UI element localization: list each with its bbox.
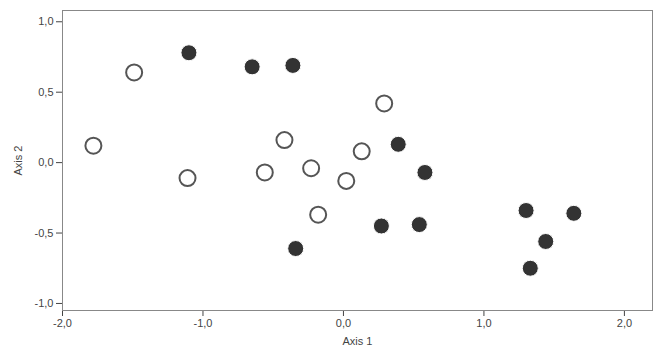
svg-text:Axis 2: Axis 2 (12, 146, 24, 176)
svg-text:Axis 1: Axis 1 (343, 335, 373, 347)
svg-text:0,0: 0,0 (38, 156, 53, 168)
svg-text:-1,0: -1,0 (35, 297, 54, 309)
svg-text:1,0: 1,0 (476, 317, 491, 329)
svg-text:-1,0: -1,0 (193, 317, 212, 329)
svg-text:0,5: 0,5 (38, 86, 53, 98)
svg-text:-2,0: -2,0 (53, 317, 72, 329)
svg-text:-0,5: -0,5 (35, 227, 54, 239)
svg-text:0,0: 0,0 (336, 317, 351, 329)
svg-text:2,0: 2,0 (617, 317, 632, 329)
svg-text:1,0: 1,0 (38, 15, 53, 27)
